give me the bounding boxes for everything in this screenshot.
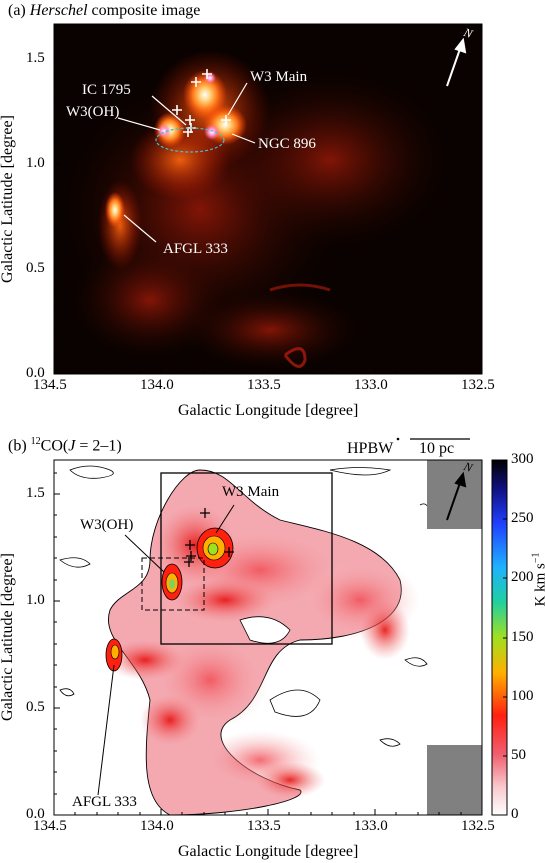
cbar-tick-250: 250	[511, 510, 534, 526]
colorbar-label: K km s−1	[530, 552, 545, 607]
panel-a-cross-markers	[172, 69, 231, 137]
b-xtick-2: 134.0	[140, 818, 174, 834]
b-xtick-3: 133.5	[247, 818, 281, 834]
cbar-tick-300: 300	[511, 451, 534, 467]
a-xlabel: Galactic Longitude [degree]	[178, 402, 359, 419]
a-xtick-2: 134.0	[140, 377, 174, 393]
cbar-tick-100: 100	[511, 688, 534, 704]
a-xtick-5: 132.5	[461, 377, 495, 393]
b-ytick-2: 1.0	[26, 592, 45, 608]
scale-bar-label: 10 pc	[419, 440, 455, 457]
a-ytick-2: 1.0	[26, 155, 45, 171]
label-ngc896: NGC 896	[258, 136, 316, 152]
label-w3-main-b: W3 Main	[222, 484, 280, 500]
hpbw-label: HPBW	[347, 440, 394, 457]
north-arrow-icon-b	[446, 471, 467, 521]
a-ylabel: Galactic Latitude [degree]	[0, 115, 16, 283]
cbar-tick-150: 150	[511, 629, 534, 645]
label-w3oh-b: W3(OH)	[80, 517, 134, 533]
b-xlabel: Galactic Longitude [degree]	[178, 843, 359, 860]
cbar-tick-200: 200	[511, 569, 534, 585]
b-ytick-4: 0.0	[26, 806, 45, 822]
cbar-tick-0: 0	[511, 806, 519, 822]
b-xtick-5: 132.5	[461, 818, 495, 834]
label-w3oh-a: W3(OH)	[66, 104, 120, 120]
north-arrow-icon	[446, 37, 467, 87]
b-ytick-1: 1.5	[26, 485, 45, 501]
a-xtick-1: 134.5	[33, 377, 67, 393]
a-ytick-1: 1.5	[26, 50, 45, 66]
b-xtick-1: 134.5	[33, 818, 67, 834]
a-ytick-4: 0.0	[26, 365, 45, 381]
panel-b-title: (b) 12CO(J = 2–1)	[8, 436, 122, 455]
zoom-box-dashed	[141, 557, 205, 611]
b-ytick-3: 0.5	[26, 699, 45, 715]
a-xtick-3: 133.5	[247, 377, 281, 393]
b-xtick-4: 133.0	[354, 818, 388, 834]
masked-region-bottom	[427, 745, 482, 815]
b-ylabel: Galactic Latitude [degree]	[0, 553, 16, 721]
masked-region-top	[427, 460, 482, 529]
label-afgl333-b: AFGL 333	[72, 794, 137, 810]
panel-b-cross-markers	[184, 508, 234, 567]
cbar-tick-50: 50	[511, 747, 526, 763]
label-afgl333-a: AFGL 333	[163, 241, 228, 257]
label-w3-main-a: W3 Main	[250, 69, 308, 85]
panel-a-title: (a) Herschel composite image	[8, 2, 201, 19]
a-ytick-3: 0.5	[26, 260, 45, 276]
label-ic1795: IC 1795	[82, 82, 131, 98]
a-xtick-4: 133.0	[354, 377, 388, 393]
